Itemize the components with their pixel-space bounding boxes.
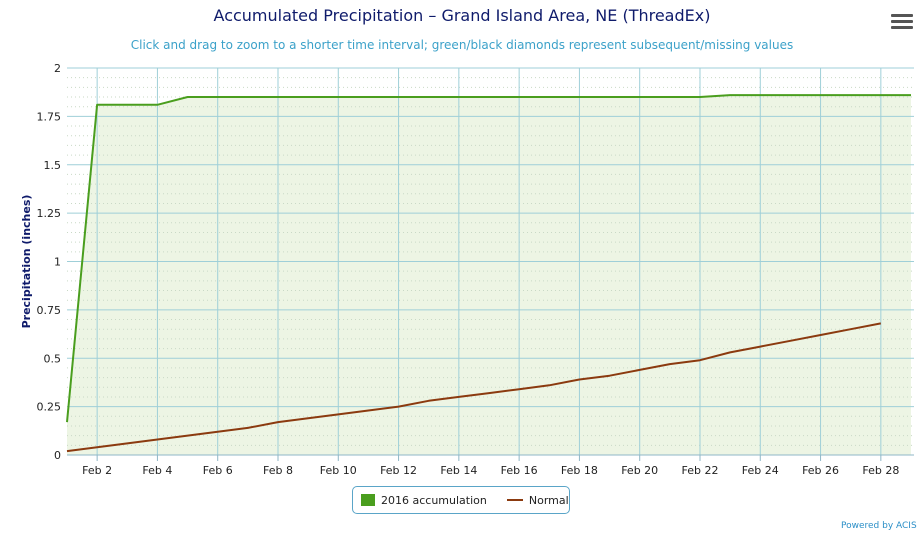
x-tick-label: Feb 12 <box>380 464 417 477</box>
y-tick-label: 2 <box>54 62 61 75</box>
x-tick-label: Feb 24 <box>742 464 779 477</box>
x-tick-label: Feb 10 <box>320 464 357 477</box>
series-line-accumulation <box>66 94 911 423</box>
y-axis-title: Precipitation (inches) <box>20 195 33 329</box>
y-tick-label: 1.25 <box>37 207 62 220</box>
x-tick-label: Feb 4 <box>142 464 172 477</box>
chart-legend: 2016 accumulation Normal <box>352 486 570 514</box>
y-tick-label: 0.25 <box>37 401 62 414</box>
chart-title: Accumulated Precipitation – Grand Island… <box>213 6 711 25</box>
x-tick-label: Feb 8 <box>263 464 293 477</box>
x-tick-label: Feb 14 <box>440 464 477 477</box>
y-tick-label: 1.75 <box>37 110 62 123</box>
x-tick-label: Feb 16 <box>501 464 538 477</box>
chart-subtitle: Click and drag to zoom to a shorter time… <box>130 38 794 52</box>
y-tick-label: 0.75 <box>37 304 62 317</box>
legend-label-normal: Normal <box>528 493 569 507</box>
series-line-normal <box>66 322 881 453</box>
legend-item-normal[interactable]: Normal <box>487 494 569 507</box>
x-tick-label: Feb 26 <box>802 464 839 477</box>
x-tick-label: Feb 18 <box>561 464 598 477</box>
legend-swatch-accumulation <box>361 494 375 506</box>
legend-line-normal <box>506 499 523 501</box>
y-tick-label: 1.5 <box>44 159 62 172</box>
legend-label-accumulation: 2016 accumulation <box>381 493 487 507</box>
x-tick-label: Feb 6 <box>203 464 233 477</box>
x-tick-label: Feb 20 <box>621 464 658 477</box>
x-tick-label: Feb 28 <box>862 464 899 477</box>
legend-item-accumulation[interactable]: 2016 accumulation <box>353 494 487 507</box>
credit-link[interactable]: Powered by ACIS <box>841 521 917 531</box>
x-tick-label: Feb 2 <box>82 464 112 477</box>
y-tick-label: 0 <box>54 449 61 462</box>
y-tick-label: 0.5 <box>44 352 62 365</box>
series-area-accumulation <box>67 95 911 455</box>
x-tick-label: Feb 22 <box>681 464 718 477</box>
y-tick-label: 1 <box>54 256 61 269</box>
hamburger-menu-icon[interactable] <box>891 14 913 32</box>
